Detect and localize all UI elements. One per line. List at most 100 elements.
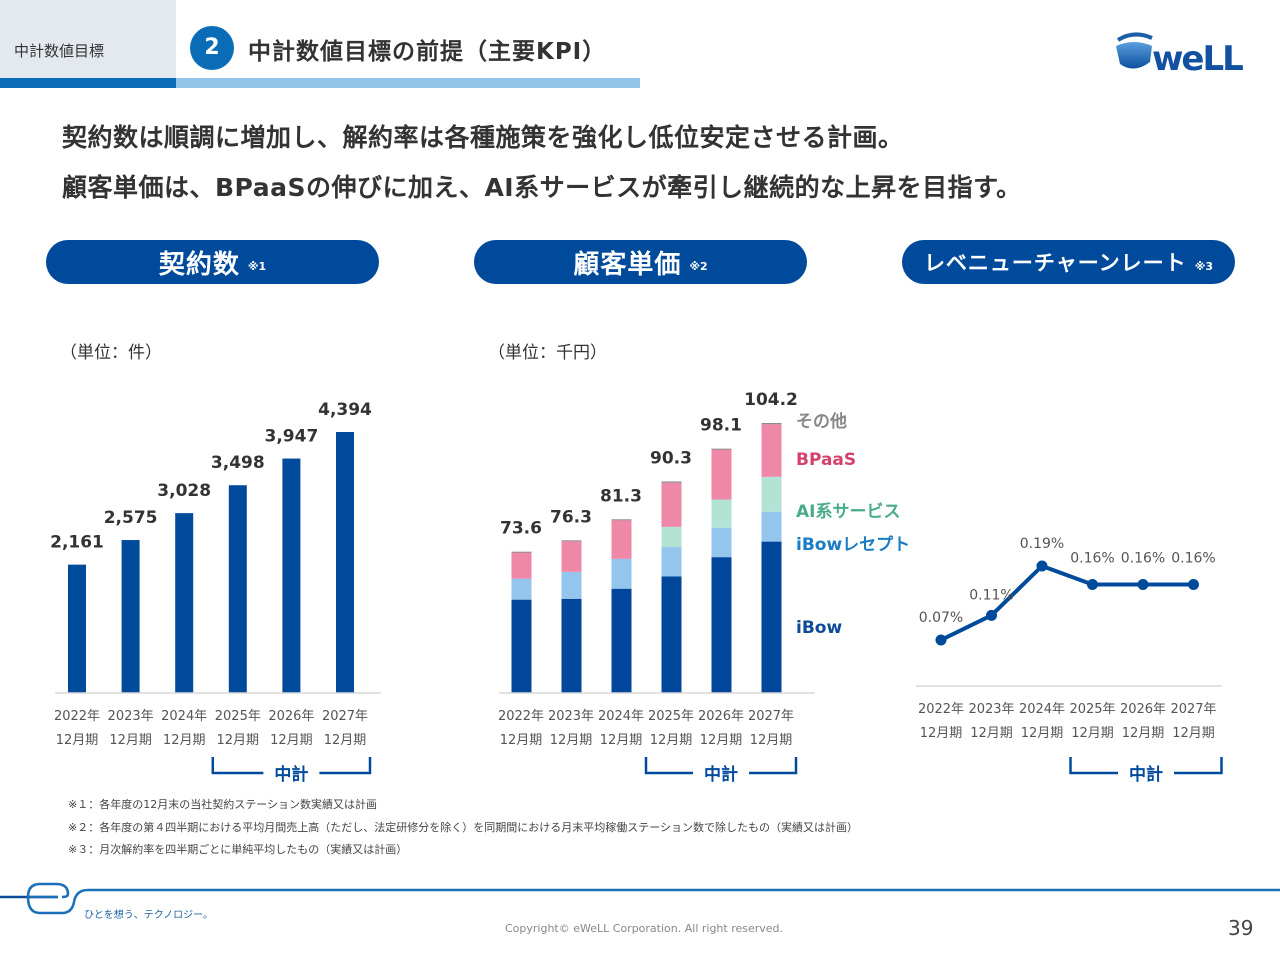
segment-ibow-receipt [511, 578, 532, 600]
footnote-1: ※１：各年度の12月末の当社契約ステーション数実績又は計画 [68, 798, 377, 811]
data-label: 0.07% [919, 610, 963, 626]
x-tick-label-period: 12月期 [650, 733, 693, 748]
x-tick-label-year: 2022年 [498, 709, 544, 724]
midterm-bracket-left [211, 757, 264, 775]
data-point [986, 609, 997, 621]
x-tick-label-period: 12月期 [550, 733, 593, 748]
header-accent-bar [0, 78, 176, 88]
legend-other: その他 [796, 411, 847, 432]
footnote-3: ※３：月次解約率を四半期ごとに単純平均したもの（実績又は計画） [68, 843, 408, 856]
x-tick-label-period: 12月期 [750, 733, 793, 748]
lead-line-2: 顧客単価は、BPaaSの伸びに加え、AI系サービスが牽引し継続的な上昇を目指す。 [62, 173, 1022, 202]
section-label: 中計数値目標 [14, 42, 105, 60]
x-tick-label-year: 2024年 [161, 709, 207, 724]
bar-total-label: 98.1 [700, 416, 742, 436]
segment-ai-service [761, 476, 782, 512]
segment-ibow [711, 557, 732, 693]
x-tick-label-year: 2025年 [648, 709, 694, 724]
x-tick-label-period: 12月期 [56, 733, 99, 748]
panel-header-contracts: 契約数 ※1 [46, 240, 379, 284]
x-tick-label-period: 12月期 [217, 733, 260, 748]
bar-value-label: 4,394 [318, 400, 372, 420]
midterm-bracket-right [1174, 757, 1223, 775]
section-tab: 中計数値目標 [0, 0, 176, 80]
segment-ibow-receipt [661, 547, 682, 577]
churn-line-chart: 0.07% 0.11% 0.19% 0.16% 0.16% 0.16% 2022年 12月期 2… [916, 536, 1223, 785]
segment-bpaas [761, 424, 782, 477]
x-tick-label-period: 12月期 [1122, 726, 1165, 741]
x-tick-label-period: 12月期 [920, 726, 963, 741]
x-tick-label-year: 2026年 [268, 709, 314, 724]
midterm-bracket-right [749, 757, 798, 775]
x-tick-label-year: 2023年 [108, 709, 154, 724]
segment-ibow-receipt [611, 558, 632, 589]
panel-title: レベニューチャーンレート [923, 251, 1187, 275]
bar-total-label: 81.3 [600, 486, 642, 506]
unit-label-unit-price: （単位：千円） [488, 343, 607, 363]
bar-total-label: 76.3 [550, 507, 592, 527]
segment-ibow-receipt [561, 571, 582, 599]
segment-ibow [561, 598, 582, 693]
footer-line-decoration [0, 882, 1280, 915]
segment-other [661, 481, 682, 483]
x-tick-label-period: 12月期 [324, 733, 367, 748]
x-tick-label-year: 2024年 [1019, 702, 1065, 717]
panel-title: 顧客単価 [573, 249, 682, 280]
x-tick-label-year: 2027年 [748, 709, 794, 724]
footnote-2: ※２：各年度の第４四半期における平均月間売上高（ただし、法定研修分を除く）を同期… [68, 821, 858, 834]
copyright: Copyright© eWeLL Corporation. All right … [505, 922, 784, 935]
page-number: 39 [1228, 916, 1254, 940]
page-title: 中計数値目標の前提（主要KPI） [248, 39, 607, 65]
legend-ibow: iBow [796, 618, 842, 638]
data-label: 0.11% [969, 587, 1013, 603]
segment-bpaas [511, 552, 532, 579]
bar [282, 458, 301, 693]
panel-header-unit-price: 顧客単価 ※2 [474, 240, 807, 284]
bar-value-label: 3,947 [265, 427, 319, 447]
bar-value-label: 2,575 [104, 508, 158, 528]
segment-other [561, 540, 582, 542]
segment-bpaas [611, 520, 632, 559]
data-point [935, 634, 947, 646]
x-tick-label-year: 2024年 [598, 709, 644, 724]
midterm-bracket-left [1069, 757, 1118, 775]
bar [336, 432, 354, 693]
segment-other [611, 519, 632, 521]
data-label: 0.16% [1070, 551, 1114, 567]
data-label: 0.19% [1020, 536, 1064, 552]
segment-ai-service [711, 499, 732, 528]
x-tick-label-year: 2027年 [1170, 702, 1216, 717]
section-number-badge: 2 [190, 26, 234, 70]
x-tick-label-period: 12月期 [1172, 726, 1215, 741]
x-tick-label-year: 2025年 [1069, 702, 1115, 717]
churn-line [940, 564, 1194, 642]
legend-ibow-receipt: iBowレセプト [796, 534, 910, 555]
footer-tagline: ひとを想う、テクノロジー。 [84, 910, 213, 921]
x-tick-label-year: 2026年 [698, 709, 744, 724]
panel-note: ※2 [689, 259, 708, 273]
bar [121, 540, 140, 693]
segment-ibow-receipt [761, 511, 782, 542]
segment-bpaas [661, 482, 682, 527]
segment-other [761, 423, 782, 425]
segment-ibow [661, 576, 682, 693]
bar [175, 513, 194, 693]
midterm-bracket-left [644, 757, 693, 775]
x-tick-label-period: 12月期 [600, 733, 643, 748]
x-tick-label-period: 12月期 [970, 726, 1013, 741]
segment-other [711, 448, 732, 450]
segment-other [511, 551, 532, 553]
x-tick-label-year: 2022年 [918, 702, 964, 717]
x-tick-label-period: 12月期 [500, 733, 543, 748]
x-tick-label-period: 12月期 [1071, 726, 1114, 741]
panel-note: ※3 [1194, 259, 1214, 273]
bar [228, 485, 247, 693]
segment-ibow [761, 541, 782, 693]
data-point [1188, 579, 1199, 590]
bar-total-label: 90.3 [650, 448, 692, 468]
data-point [1036, 560, 1048, 572]
x-tick-label-year: 2027年 [322, 709, 368, 724]
x-tick-label-period: 12月期 [270, 733, 313, 748]
